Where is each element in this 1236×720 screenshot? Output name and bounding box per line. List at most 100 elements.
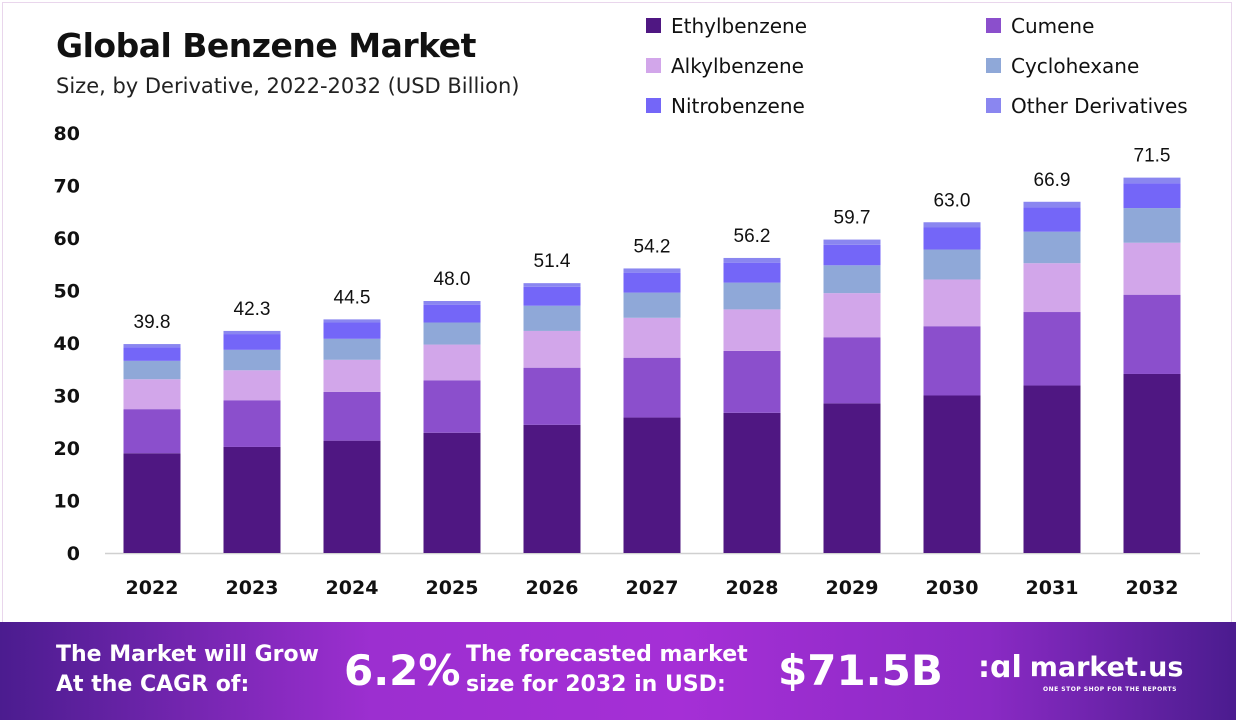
bar-segment-ethylbenzene [823, 403, 881, 553]
forecast-label-line2: size for 2032 in USD: [466, 672, 726, 697]
bar-segment-alkylbenzene [823, 293, 881, 338]
x-tick-label: 2032 [1126, 577, 1179, 599]
total-data-label: 59.7 [834, 208, 871, 229]
total-data-label: 63.0 [934, 190, 971, 211]
bar-segment-ethylbenzene [123, 453, 181, 553]
bar-segment-nitrobenzene [123, 347, 181, 361]
y-tick-label: 70 [54, 176, 80, 198]
forecast-value: $71.5B [778, 646, 943, 695]
x-tick-label: 2026 [526, 577, 579, 599]
bar-segment-alkylbenzene [623, 317, 681, 358]
legend-label: Cumene [1011, 13, 1095, 38]
x-tick-label: 2024 [326, 577, 379, 599]
total-data-label: 71.5 [1134, 146, 1171, 167]
bar-segment-cyclohexane [823, 265, 881, 294]
bar-segment-nitrobenzene [723, 262, 781, 283]
chart-subtitle: Size, by Derivative, 2022-2032 (USD Bill… [56, 74, 520, 98]
legend-swatch [646, 58, 661, 73]
legend-label: Alkylbenzene [671, 53, 804, 78]
bar-segment-ethylbenzene [1123, 373, 1181, 553]
y-tick-label: 40 [54, 333, 80, 355]
cagr-label-line2: At the CAGR of: [56, 672, 250, 697]
legend-swatch [986, 18, 1001, 33]
legend-label: Ethylbenzene [671, 13, 808, 38]
total-data-label: 54.2 [634, 236, 671, 257]
bar-segment-nitrobenzene [1123, 183, 1181, 209]
legend-swatch [986, 98, 1001, 113]
legend-item: Cumene [986, 12, 1226, 39]
bar-segment-ethylbenzene [423, 432, 481, 553]
bar-segment-ethylbenzene [1023, 385, 1081, 553]
bar-segment-cumene [823, 337, 881, 404]
brand-name: market.us [1029, 652, 1184, 683]
bar-segment-other-derivatives [323, 319, 381, 323]
x-tick-label: 2029 [826, 577, 879, 599]
bar-segment-other-derivatives [523, 283, 581, 287]
brand-tagline: ONE STOP SHOP FOR THE REPORTS [1043, 686, 1177, 693]
total-data-label: 51.4 [534, 251, 571, 272]
bar-segment-cyclohexane [923, 249, 981, 280]
bar-segment-ethylbenzene [923, 395, 981, 553]
y-tick-label: 30 [54, 386, 80, 408]
bar-segment-cumene [1023, 312, 1081, 386]
bar-segment-nitrobenzene [1023, 207, 1081, 232]
bar-segment-nitrobenzene [923, 227, 981, 250]
total-data-label: 66.9 [1034, 170, 1071, 191]
bar-segment-cyclohexane [1023, 231, 1081, 264]
bar-segment-other-derivatives [423, 301, 481, 305]
bar-segment-cyclohexane [423, 322, 481, 345]
bar-segment-ethylbenzene [523, 424, 581, 553]
bar-segment-cyclohexane [323, 338, 381, 360]
stacked-bar-chart: 0102030405060708039.8202242.3202344.5202… [54, 123, 1200, 599]
cagr-value: 6.2% [344, 646, 461, 695]
x-tick-label: 2028 [726, 577, 779, 599]
bar-segment-cyclohexane [223, 349, 281, 371]
bar-segment-cyclohexane [123, 360, 181, 380]
legend-item: Nitrobenzene [646, 92, 986, 119]
bar-segment-cyclohexane [623, 292, 681, 318]
bar-segment-nitrobenzene [323, 322, 381, 339]
legend: Ethylbenzene Cumene Alkylbenzene Cyclohexan… [646, 12, 1226, 119]
legend-label: Other Derivatives [1011, 93, 1188, 118]
bar-segment-other-derivatives [1123, 177, 1181, 184]
bar-segment-cumene [723, 350, 781, 413]
footer-banner: The Market will Grow At the CAGR of: 6.2… [0, 622, 1236, 720]
bar-segment-alkylbenzene [1023, 263, 1081, 313]
y-tick-label: 50 [54, 281, 80, 303]
bar-segment-other-derivatives [1023, 201, 1081, 208]
bar-segment-other-derivatives [623, 268, 681, 273]
bar-segment-ethylbenzene [323, 440, 381, 553]
legend-swatch [646, 98, 661, 113]
bar-segment-alkylbenzene [323, 359, 381, 392]
bar-segment-cyclohexane [523, 305, 581, 331]
bar-segment-alkylbenzene [1123, 242, 1181, 295]
bar-segment-other-derivatives [123, 344, 181, 348]
legend-item: Other Derivatives [986, 92, 1226, 119]
forecast-label-line1: The forecasted market [466, 642, 748, 667]
legend-item: Ethylbenzene [646, 12, 986, 39]
bar-segment-alkylbenzene [723, 309, 781, 351]
forecast-label: The forecasted market size for 2032 in U… [466, 640, 748, 700]
legend-label: Nitrobenzene [671, 93, 805, 118]
bar-segment-ethylbenzene [223, 446, 281, 553]
y-tick-label: 10 [54, 491, 80, 513]
bar-segment-alkylbenzene [423, 344, 481, 381]
bar-segment-cumene [623, 357, 681, 418]
bar-segment-other-derivatives [723, 257, 781, 263]
bar-segment-cumene [323, 391, 381, 441]
total-data-label: 48.0 [434, 269, 471, 290]
bar-segment-cyclohexane [723, 282, 781, 310]
total-data-label: 39.8 [134, 312, 171, 333]
bar-segment-cumene [523, 367, 581, 425]
bar-segment-cumene [223, 400, 281, 447]
x-tick-label: 2031 [1026, 577, 1079, 599]
x-tick-label: 2022 [126, 577, 179, 599]
brand-logo: :ɑl market.us ONE STOP SHOP FOR THE REPO… [978, 650, 1184, 693]
bar-segment-alkylbenzene [523, 330, 581, 368]
bar-segment-alkylbenzene [223, 370, 281, 401]
bar-segment-nitrobenzene [523, 286, 581, 306]
cagr-label-line1: The Market will Grow [56, 642, 319, 667]
y-tick-label: 20 [54, 438, 80, 460]
bar-segment-alkylbenzene [123, 379, 181, 410]
bar-segment-cumene [423, 380, 481, 433]
